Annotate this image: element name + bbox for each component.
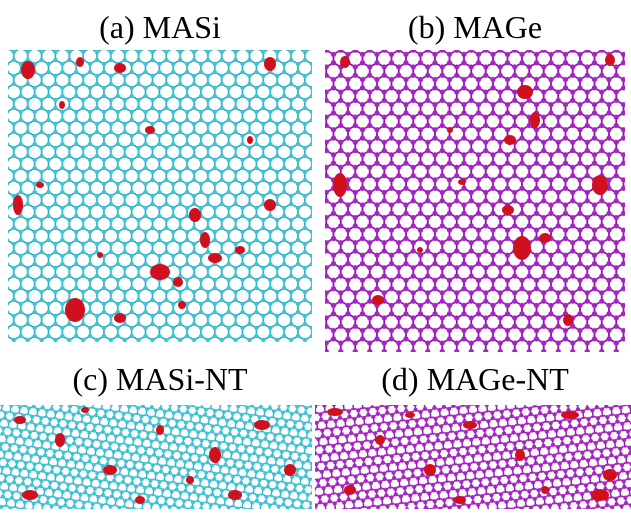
lattice	[315, 405, 631, 509]
panel-label: (b) MAGe	[408, 9, 542, 45]
panel-c-structure	[0, 405, 312, 509]
panel-a-structure	[8, 50, 312, 342]
panel-b-structure	[325, 50, 625, 352]
panel-label: (c) MASi-NT	[72, 361, 248, 397]
panel-label: (a) MASi	[99, 9, 221, 45]
panel-d-structure	[315, 405, 631, 509]
panel-label: (d) MAGe-NT	[381, 361, 569, 397]
lattice	[325, 50, 625, 352]
figure: (a) MASi (b) MAGe (c) MASi-NT (d) MAGe-N…	[0, 0, 631, 514]
page: {"panels": [{"label": "(a) MASi"}, {"lab…	[0, 0, 631, 514]
lattice	[8, 50, 312, 342]
